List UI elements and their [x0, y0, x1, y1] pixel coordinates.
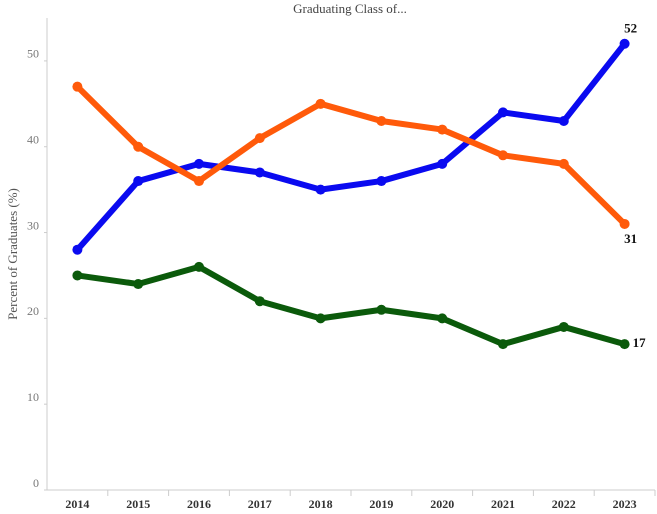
- y-tick-label: 0: [33, 476, 39, 490]
- x-tick-label: 2019: [369, 497, 393, 511]
- data-point: [437, 313, 448, 324]
- data-point: [558, 115, 569, 126]
- data-point: [558, 321, 569, 332]
- data-point: [498, 150, 508, 161]
- data-point: [437, 124, 448, 135]
- data-point: [315, 313, 326, 324]
- end-label: 31: [624, 231, 637, 246]
- x-tick-label: 2023: [613, 497, 637, 511]
- data-point: [376, 304, 387, 315]
- series-line: [75, 84, 627, 227]
- data-point: [72, 270, 83, 281]
- data-point: [254, 133, 265, 144]
- y-tick-label: 50: [27, 47, 39, 61]
- y-tick-label: 10: [27, 390, 39, 404]
- data-point: [619, 218, 630, 229]
- end-label: 52: [624, 21, 637, 36]
- data-point: [558, 158, 569, 169]
- x-tick-label: 2017: [248, 497, 272, 511]
- data-point: [315, 184, 326, 195]
- data-point: [619, 38, 630, 49]
- data-point: [72, 244, 83, 255]
- y-tick-label: 40: [27, 132, 39, 146]
- data-point: [376, 176, 387, 187]
- data-point: [133, 176, 144, 187]
- x-tick-label: 2015: [126, 497, 150, 511]
- data-point: [194, 158, 204, 169]
- chart-title: Graduating Class of...: [293, 1, 407, 16]
- x-tick-label: 2021: [491, 497, 515, 511]
- data-point: [194, 176, 204, 187]
- data-point: [376, 115, 387, 126]
- data-point: [619, 339, 630, 350]
- data-point: [194, 261, 204, 272]
- data-point: [254, 296, 265, 307]
- data-point: [498, 107, 508, 118]
- x-tick-label: 2016: [187, 497, 211, 511]
- x-tick-label: 2014: [65, 497, 89, 511]
- data-point: [254, 167, 265, 178]
- data-point: [133, 141, 144, 152]
- y-tick-label: 20: [27, 304, 39, 318]
- data-point: [437, 158, 448, 169]
- series-line: [75, 41, 627, 252]
- series-line: [76, 263, 626, 348]
- end-label: 17: [633, 335, 647, 350]
- data-point: [133, 279, 144, 290]
- y-axis-label: Percent of Graduates (%): [5, 188, 20, 320]
- data-point: [315, 98, 326, 109]
- data-point: [498, 339, 508, 350]
- x-tick-label: 2022: [552, 497, 576, 511]
- x-tick-label: 2020: [430, 497, 454, 511]
- x-tick-label: 2018: [309, 497, 333, 511]
- y-tick-label: 30: [27, 218, 39, 232]
- data-point: [72, 81, 83, 92]
